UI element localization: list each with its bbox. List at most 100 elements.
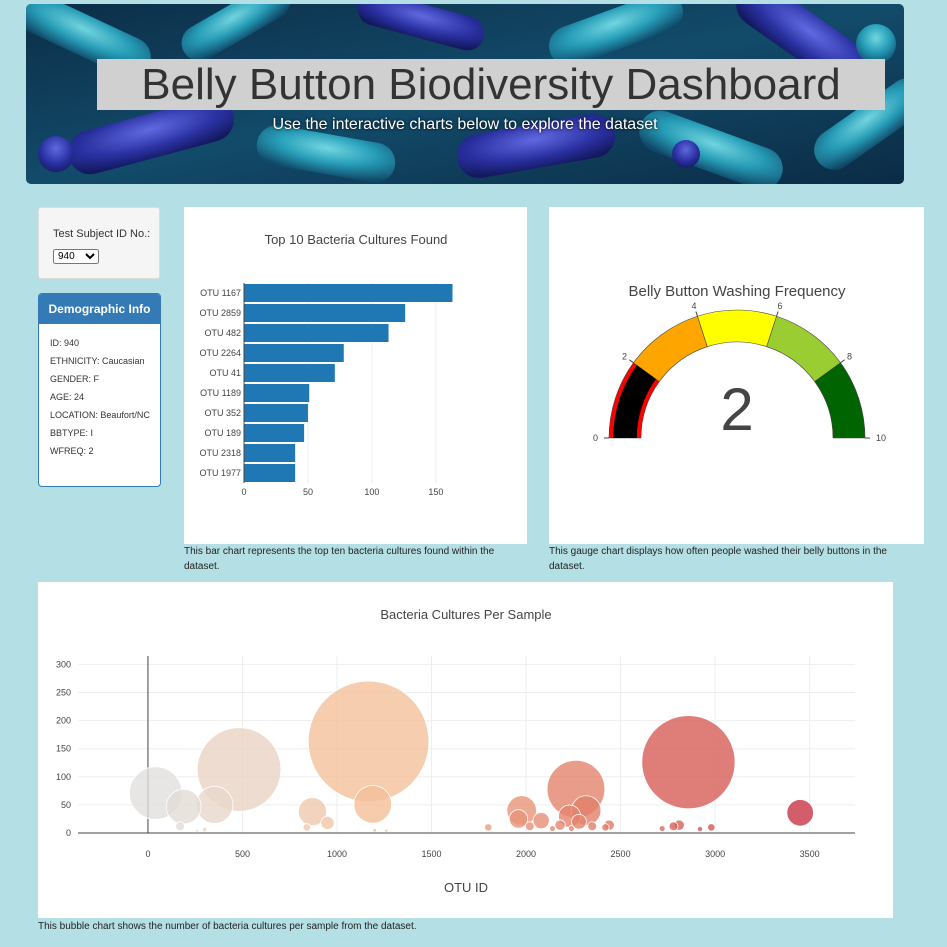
bubble-point[interactable] <box>532 812 550 830</box>
bar-chart-title: Top 10 Bacteria Cultures Found <box>265 232 448 247</box>
bubble-x-tick-label: 2500 <box>611 849 631 859</box>
bar-mark[interactable] <box>244 364 335 382</box>
bubble-point[interactable] <box>658 825 666 832</box>
bubble-point[interactable] <box>372 827 378 833</box>
gauge-tick-label: 4 <box>692 301 697 311</box>
bubble-y-tick-label: 300 <box>56 659 71 669</box>
bubble-point[interactable] <box>587 821 598 832</box>
bar-category-label: OTU 2318 <box>199 448 241 458</box>
bubble-point[interactable] <box>302 823 311 832</box>
bubble-y-tick-label: 100 <box>56 772 71 782</box>
page-title: Belly Button Biodiversity Dashboard <box>97 59 885 110</box>
bubble-y-tick-label: 250 <box>56 688 71 698</box>
bubble-point[interactable] <box>307 680 430 803</box>
gauge-chart-title: Belly Button Washing Frequency <box>628 283 846 300</box>
gauge-value-number: 2 <box>720 376 753 443</box>
bubble-point[interactable] <box>641 715 736 810</box>
bubble-y-tick-label: 50 <box>61 800 71 810</box>
bubble-x-tick-label: 2000 <box>516 849 536 859</box>
demographic-id: ID: 940 <box>50 338 80 348</box>
gauge-step-band <box>697 309 777 348</box>
bar-mark[interactable] <box>244 324 389 342</box>
gauge-chart[interactable]: Belly Button Washing Frequency 0 2 4 6 8 10 2 <box>549 207 924 544</box>
bar-category-label: OTU 1167 <box>200 288 241 298</box>
bubble-point[interactable] <box>175 821 185 832</box>
demographic-info-title: Demographic Info <box>39 294 160 324</box>
bar-mark[interactable] <box>244 304 406 322</box>
gauge-tick <box>840 359 845 364</box>
bubble-x-tick-label: 1000 <box>327 849 347 859</box>
bar-chart-caption: This bar chart represents the top ten ba… <box>184 546 495 572</box>
bar-mark[interactable] <box>244 464 296 482</box>
bar-x-tick-label: 100 <box>364 487 379 497</box>
subject-selector-panel: Test Subject ID No.: 940 <box>38 207 160 279</box>
bar-category-label: OTU 1977 <box>199 468 241 478</box>
demographic-ethnicity: ETHNICITY: Caucasian <box>50 356 145 366</box>
bubble-point[interactable] <box>297 797 327 827</box>
bubble-point[interactable] <box>786 799 814 827</box>
bubble-chart[interactable]: Bacteria Cultures Per Sample OTU ID 0 500… <box>38 582 893 918</box>
bubble-x-tick-label: 0 <box>145 849 150 859</box>
bubble-chart-xlabel: OTU ID <box>444 880 488 895</box>
bar-x-tick-label: 150 <box>428 487 443 497</box>
bar-category-label: OTU 2264 <box>199 348 241 358</box>
bar-category-label: OTU 482 <box>204 328 241 338</box>
bubble-point[interactable] <box>549 825 556 832</box>
gauge-value-bar <box>613 365 656 438</box>
page-subtitle: Use the interactive charts below to expl… <box>272 116 658 133</box>
bubble-x-tick-label: 1500 <box>422 849 442 859</box>
bubble-point[interactable] <box>165 788 202 825</box>
bubble-point[interactable] <box>508 809 529 829</box>
demographic-gender: GENDER: F <box>50 374 100 384</box>
bar-mark[interactable] <box>244 404 308 422</box>
gauge-tick-label: 6 <box>777 301 782 311</box>
subject-id-select[interactable]: 940 <box>53 249 99 264</box>
bubble-point[interactable] <box>202 827 208 833</box>
bar-category-label: OTU 41 <box>209 368 241 378</box>
gauge-tick-label: 2 <box>622 351 627 361</box>
bubble-point[interactable] <box>601 823 610 832</box>
bubble-point[interactable] <box>668 821 679 832</box>
bubble-chart-panel: Bacteria Cultures Per Sample OTU ID 0 500… <box>38 582 893 918</box>
demographic-bbtype: BBTYPE: I <box>50 428 94 438</box>
bar-chart-panel: Top 10 Bacteria Cultures Found 0 50 100 150… <box>184 207 527 544</box>
header-banner: Belly Button Biodiversity Dashboard Use … <box>26 4 904 184</box>
bar-mark[interactable] <box>244 284 453 302</box>
bubble-point[interactable] <box>195 828 200 833</box>
bubble-y-tick-label: 200 <box>56 716 71 726</box>
demographic-wfreq: WFREQ: 2 <box>50 446 94 456</box>
bubble-x-tick-label: 3500 <box>800 849 820 859</box>
bubble-point[interactable] <box>484 823 493 832</box>
bar-mark[interactable] <box>244 384 310 402</box>
bar-chart[interactable]: Top 10 Bacteria Cultures Found 0 50 100 150… <box>184 207 527 544</box>
bar-x-tick-label: 0 <box>241 487 246 497</box>
bar-category-label: OTU 1189 <box>200 388 241 398</box>
bubble-y-tick-label: 0 <box>66 828 71 838</box>
gauge-tick-label: 10 <box>876 433 886 443</box>
demographic-age: AGE: 24 <box>50 392 85 402</box>
bubble-point[interactable] <box>524 821 535 832</box>
bubble-point[interactable] <box>384 828 389 833</box>
demographic-location: LOCATION: Beaufort/NC <box>50 410 150 420</box>
gauge-chart-caption: This gauge chart displays how often peop… <box>549 546 887 572</box>
bubble-point[interactable] <box>707 823 716 832</box>
bar-category-label: OTU 352 <box>204 408 241 418</box>
gauge-chart-panel: Belly Button Washing Frequency 0 2 4 6 8 10 2 <box>549 207 924 544</box>
bubble-chart-title: Bacteria Cultures Per Sample <box>380 607 551 622</box>
bubble-x-tick-label: 500 <box>235 849 250 859</box>
bubble-point[interactable] <box>320 815 335 830</box>
bubble-point[interactable] <box>568 825 575 832</box>
bubble-point[interactable] <box>571 813 587 830</box>
bubble-point[interactable] <box>195 786 234 824</box>
bar-x-tick-label: 50 <box>303 487 313 497</box>
bubble-chart-caption: This bubble chart shows the number of ba… <box>38 921 417 932</box>
gauge-tick-label: 8 <box>847 351 852 361</box>
bar-mark[interactable] <box>244 444 296 462</box>
bubble-point[interactable] <box>554 819 566 831</box>
bar-mark[interactable] <box>244 424 305 442</box>
bubble-point[interactable] <box>353 785 393 824</box>
bar-mark[interactable] <box>244 344 344 362</box>
subject-id-label: Test Subject ID No.: <box>53 228 151 240</box>
gauge-step-band <box>814 362 866 439</box>
bubble-point[interactable] <box>696 826 703 833</box>
